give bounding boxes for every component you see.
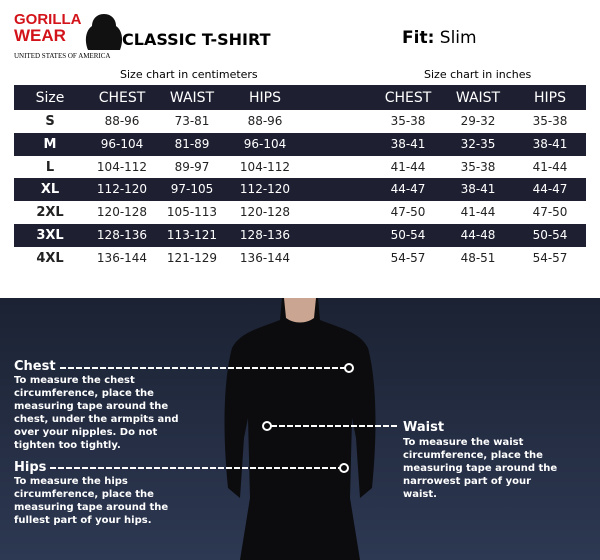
waist-title: Waist — [403, 420, 445, 435]
size-cell: 4XL — [36, 250, 64, 266]
measure-cell: 136-144 — [96, 250, 148, 265]
measure-cell: 104-112 — [96, 159, 148, 174]
measure-cell: 35-38 — [460, 159, 496, 174]
fit-value: Slim — [439, 28, 477, 48]
measure-cell: 29-32 — [460, 114, 496, 128]
measure-cell: 47-50 — [532, 205, 568, 220]
fit-label: Fit: — [402, 28, 435, 48]
size-cell: XL — [40, 182, 60, 198]
measure-cell: 128-136 — [239, 228, 291, 242]
size-cell: L — [45, 159, 55, 175]
measure-cell: 88-96 — [247, 114, 283, 128]
measure-cell: 32-35 — [460, 136, 496, 151]
measure-cell: 120-128 — [239, 205, 291, 220]
row-bg — [14, 178, 586, 202]
measure-cell: 88-96 — [104, 114, 140, 128]
row-bg — [14, 132, 586, 156]
measure-cell: 41-44 — [460, 205, 496, 220]
caption-cm: Size chart in centimeters — [120, 68, 258, 81]
column-header: CHEST — [98, 90, 146, 106]
column-header: WAIST — [455, 90, 501, 106]
hips-title: Hips — [14, 460, 47, 475]
row-bg — [14, 246, 586, 270]
figure — [50, 298, 398, 560]
logo-top: GORILLA — [14, 11, 82, 28]
measure-cell: 50-54 — [532, 228, 568, 242]
size-cell: 3XL — [36, 228, 64, 243]
measure-cell: 35-38 — [390, 114, 426, 128]
measure-cell: 54-57 — [532, 250, 568, 265]
measure-cell: 121-129 — [166, 250, 218, 265]
chest-text: To measure the chest circumference, plac… — [14, 375, 179, 451]
header-row-bg — [14, 85, 586, 110]
measure-cell: 54-57 — [390, 250, 426, 265]
measure-cell: 89-97 — [174, 159, 210, 174]
column-header: Size — [35, 90, 65, 106]
measure-cell: 81-89 — [174, 136, 210, 151]
measure-cell: 136-144 — [239, 250, 291, 265]
row-bg — [14, 224, 586, 247]
column-header: WAIST — [169, 90, 215, 106]
guide-panel: Chest To measure the chest circumference… — [0, 298, 600, 560]
size-cell: M — [43, 136, 57, 152]
measure-cell: 97-105 — [170, 182, 214, 197]
measure-cell: 35-38 — [532, 114, 568, 128]
row-bg — [14, 155, 586, 179]
row-bg — [14, 201, 586, 225]
measure-cell: 47-50 — [390, 205, 426, 220]
size-cell: 2XL — [36, 205, 64, 221]
chest-title: Chest — [14, 359, 56, 374]
measure-cell: 38-41 — [532, 136, 568, 151]
measure-cell: 44-48 — [460, 228, 496, 242]
measure-cell: 113-121 — [166, 228, 218, 242]
measure-cell: 44-47 — [532, 182, 568, 197]
column-header: CHEST — [384, 90, 432, 106]
measure-cell: 128-136 — [96, 228, 148, 242]
measure-cell: 112-120 — [239, 182, 291, 197]
column-header: HIPS — [534, 90, 566, 106]
measure-cell: 41-44 — [390, 159, 426, 174]
column-header: HIPS — [249, 90, 281, 106]
fit: Fit: Slim — [402, 28, 477, 48]
title: CLASSIC T-SHIRT — [122, 30, 271, 49]
size-table: Size CHEST WAIST HIPS CHEST WAIST HIPS S 88-96 73… — [14, 85, 586, 270]
size-cell: S — [45, 114, 55, 129]
measure-cell: 50-54 — [390, 228, 426, 242]
measure-cell: 44-47 — [390, 182, 426, 197]
measure-cell: 104-112 — [239, 159, 291, 174]
logo-bottom: WEAR — [14, 26, 66, 45]
measure-cell: 96-104 — [243, 136, 287, 151]
measure-cell: 38-41 — [390, 136, 426, 151]
measure-cell: 41-44 — [532, 159, 568, 174]
measure-cell: 112-120 — [96, 182, 148, 197]
row-bg — [14, 110, 586, 133]
measure-cell: 73-81 — [174, 114, 210, 128]
measure-cell: 38-41 — [460, 182, 496, 197]
logo-gorilla — [85, 14, 123, 50]
logo-tagline: UNITED STATES OF AMERICA — [14, 52, 111, 60]
measure-cell: 96-104 — [100, 136, 144, 151]
measure-cell: 120-128 — [96, 205, 148, 220]
hips-text: To measure the hips circumference, place… — [14, 476, 169, 526]
measure-cell: 105-113 — [166, 205, 218, 220]
logo: GORILLA WEAR UNITED STATES OF AMERICA — [14, 11, 123, 62]
waist-text: To measure the waist circumference, plac… — [403, 437, 558, 500]
measure-cell: 48-51 — [460, 250, 496, 265]
caption-in: Size chart in inches — [424, 68, 532, 81]
